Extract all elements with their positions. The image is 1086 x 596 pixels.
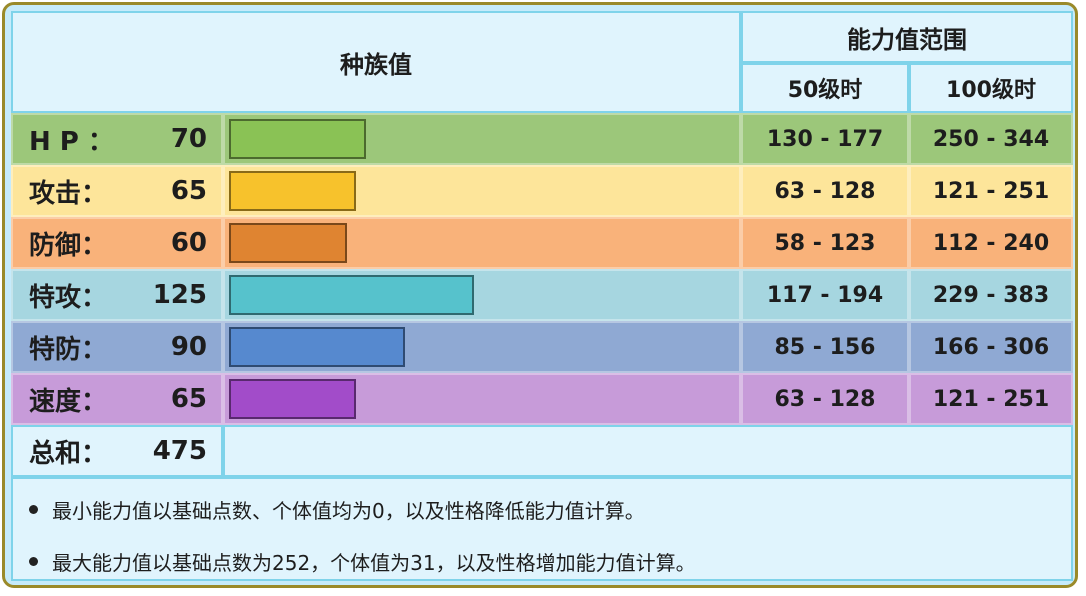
stat-name: 特防： <box>29 334 108 365</box>
range-lv100: 121 - 251 <box>909 165 1073 217</box>
stat-name: 速度： <box>29 386 108 417</box>
range-lv100: 229 - 383 <box>909 269 1073 321</box>
stat-name: 特攻： <box>29 282 108 313</box>
range-lv50: 85 - 156 <box>741 321 909 373</box>
range-lv50: 63 - 128 <box>741 165 909 217</box>
stat-value: 90 <box>170 332 207 362</box>
stat-bar-track <box>223 321 741 373</box>
stat-label-cell: 攻击： 65 <box>11 165 223 217</box>
stat-value: 125 <box>152 280 207 310</box>
lv50-header: 50级时 <box>741 63 909 113</box>
stat-value: 60 <box>170 228 207 258</box>
total-label-cell: 总和： 475 <box>11 425 223 477</box>
range-lv100: 166 - 306 <box>909 321 1073 373</box>
lv100-header: 100级时 <box>909 63 1073 113</box>
stat-bar-fill <box>229 119 366 159</box>
note-max: 最大能力值以基础点数为252，个体值为31，以及性格增加能力值计算。 <box>29 545 1071 577</box>
total-value: 475 <box>152 436 207 466</box>
range-lv100: 121 - 251 <box>909 373 1073 425</box>
range-lv50: 58 - 123 <box>741 217 909 269</box>
stat-name: 防御： <box>29 230 108 261</box>
range-lv50: 63 - 128 <box>741 373 909 425</box>
stat-label-cell: 特攻： 125 <box>11 269 223 321</box>
bullet-icon <box>29 556 38 566</box>
total-label: 总和： <box>29 438 108 469</box>
stat-bar-track <box>223 113 741 165</box>
stat-label-cell: 防御： 60 <box>11 217 223 269</box>
stat-bar-track <box>223 269 741 321</box>
stat-bar-track <box>223 217 741 269</box>
range-lv100: 112 - 240 <box>909 217 1073 269</box>
stat-value: 70 <box>170 124 207 154</box>
note-min: 最小能力值以基础点数、个体值均为0，以及性格降低能力值计算。 <box>29 493 1071 525</box>
note-min-text: 最小能力值以基础点数、个体值均为0，以及性格降低能力值计算。 <box>52 498 645 523</box>
lv50-label: 50级时 <box>787 78 863 103</box>
stat-name: H P ： <box>29 126 114 157</box>
range-lv100: 250 - 344 <box>909 113 1073 165</box>
stat-bar-track <box>223 165 741 217</box>
range-title: 能力值范围 <box>847 25 967 54</box>
range-lv50: 117 - 194 <box>741 269 909 321</box>
stat-bar-fill <box>229 327 405 367</box>
lv100-label: 100级时 <box>946 78 1036 103</box>
stat-value: 65 <box>170 384 207 414</box>
stat-name: 攻击： <box>29 178 108 209</box>
range-header: 能力值范围 <box>741 11 1073 63</box>
bullet-icon <box>29 504 38 514</box>
base-stats-header: 种族值 <box>11 11 741 113</box>
stat-label-cell: H P ： 70 <box>11 113 223 165</box>
stat-bar-fill <box>229 171 356 211</box>
stat-bar-fill <box>229 223 347 263</box>
stat-value: 65 <box>170 176 207 206</box>
stats-panel: 种族值 能力值范围 50级时 100级时 总和： 475 最小能力值以基础点数、… <box>2 2 1078 588</box>
stat-label-cell: 速度： 65 <box>11 373 223 425</box>
range-lv50: 130 - 177 <box>741 113 909 165</box>
total-empty-cell <box>223 425 1073 477</box>
stat-label-cell: 特防： 90 <box>11 321 223 373</box>
notes-box: 最小能力值以基础点数、个体值均为0，以及性格降低能力值计算。 最大能力值以基础点… <box>11 477 1073 581</box>
stat-bar-fill <box>229 379 356 419</box>
stat-bar-track <box>223 373 741 425</box>
base-stats-title: 种族值 <box>340 50 412 79</box>
stat-bar-fill <box>229 275 474 315</box>
note-max-text: 最大能力值以基础点数为252，个体值为31，以及性格增加能力值计算。 <box>52 550 696 575</box>
